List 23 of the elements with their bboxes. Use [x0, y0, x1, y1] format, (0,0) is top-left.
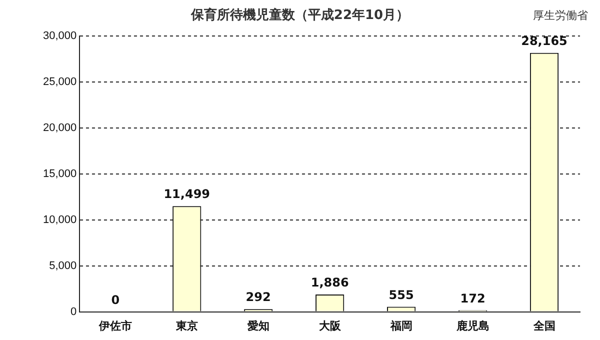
- x-tick-label: 愛知: [247, 319, 270, 332]
- x-tick-label: 鹿児島: [455, 319, 490, 332]
- x-tick-label: 伊佐市: [98, 319, 132, 332]
- x-tick-label: 全国: [532, 319, 556, 332]
- y-tick-label: 10,000: [42, 214, 77, 226]
- data-label: 0: [111, 292, 120, 307]
- y-tick-label: 0: [70, 306, 77, 318]
- x-tick-label: 福岡: [389, 319, 412, 332]
- y-tick-label: 25,000: [42, 76, 77, 88]
- text: 厚生労働省: [533, 8, 588, 23]
- data-label: 11,499: [164, 187, 210, 202]
- data-label: 292: [246, 290, 271, 304]
- x-tick-label: 東京: [174, 319, 198, 332]
- data-label: 172: [460, 291, 486, 306]
- x-tick-label: 大阪: [318, 319, 342, 332]
- y-tick-label: 30,000: [42, 30, 77, 42]
- data-label: 1,886: [310, 276, 349, 290]
- data-label: 28,165: [521, 34, 568, 48]
- chart-title: 保育所待機児童数（平成22年10月）: [190, 6, 410, 24]
- data-label: 555: [388, 288, 414, 302]
- y-tick-label: 20,000: [42, 122, 77, 134]
- y-tick-label: 15,000: [42, 168, 77, 180]
- y-tick-label: 5,000: [49, 260, 77, 272]
